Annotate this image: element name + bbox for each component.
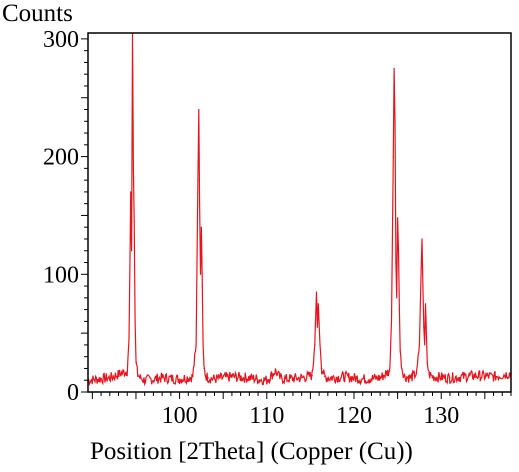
data-point — [317, 303, 319, 305]
data-point — [395, 261, 397, 264]
data-point — [266, 379, 268, 381]
data-point — [321, 367, 323, 370]
data-point — [200, 226, 202, 228]
data-point — [137, 373, 139, 375]
data-point — [144, 379, 146, 381]
data-point — [379, 377, 381, 379]
data-point — [428, 373, 430, 375]
data-point — [492, 376, 495, 378]
data-point — [161, 377, 163, 379]
data-point — [207, 377, 209, 379]
data-point — [283, 378, 285, 380]
data-point — [327, 377, 329, 379]
data-point — [389, 370, 391, 372]
data-point — [314, 344, 316, 346]
data-point — [449, 377, 451, 379]
data-point — [192, 376, 194, 378]
data-point — [424, 303, 427, 305]
plot-frame — [87, 32, 512, 393]
data-point — [279, 377, 281, 379]
x-tick-label: 120 — [336, 403, 372, 429]
data-point — [311, 374, 313, 377]
y-tick-label: 300 — [43, 27, 79, 53]
x-tick-label: 100 — [162, 403, 198, 429]
data-point — [323, 376, 325, 378]
data-point — [318, 323, 320, 325]
data-point — [195, 344, 197, 346]
series-line — [87, 32, 512, 387]
y-tick-label: 200 — [43, 145, 79, 171]
data-point — [416, 372, 418, 374]
data-point — [392, 155, 394, 158]
data-point — [319, 344, 321, 346]
data-point — [133, 220, 135, 222]
x-axis-title: Position [2Theta] (Copper (Cu)) — [90, 438, 413, 465]
data-point — [109, 377, 111, 379]
data-point — [274, 370, 277, 372]
data-point — [213, 378, 216, 380]
data-point — [132, 167, 134, 169]
data-point — [396, 297, 398, 299]
x-tick-label: 130 — [423, 403, 459, 429]
data-point — [134, 320, 136, 322]
data-point — [399, 350, 401, 352]
y-tick-label: 0 — [67, 380, 79, 406]
data-point — [201, 285, 203, 287]
data-point — [315, 291, 318, 293]
y-axis-title: Counts — [2, 0, 73, 27]
y-tick-label: 100 — [43, 262, 79, 288]
data-point — [344, 376, 346, 378]
data-point — [362, 378, 364, 380]
data-point — [126, 370, 128, 372]
data-point — [231, 376, 233, 378]
data-point — [422, 285, 424, 287]
data-point — [131, 250, 133, 252]
data-point — [421, 238, 423, 240]
data-point — [139, 377, 141, 379]
tick-layer: 100 110 120 130 0 100 200 300 — [43, 27, 512, 429]
series-layer — [87, 32, 512, 387]
data-point — [425, 332, 427, 334]
data-point — [423, 326, 425, 328]
data-point — [202, 344, 204, 346]
data-point — [199, 273, 202, 275]
data-point — [178, 378, 181, 380]
x-tick-label: 110 — [249, 403, 284, 429]
data-point — [426, 361, 428, 364]
data-point — [128, 338, 130, 340]
data-point — [199, 203, 201, 205]
data-point — [130, 191, 132, 193]
data-point — [401, 367, 403, 370]
data-point — [301, 377, 303, 379]
data-point — [475, 374, 477, 377]
data-point — [410, 377, 412, 379]
data-point — [424, 344, 426, 346]
data-point — [398, 309, 400, 311]
data-point — [390, 320, 393, 322]
data-point — [403, 376, 406, 378]
data-point — [248, 377, 250, 379]
data-point — [397, 217, 399, 219]
data-point — [198, 108, 200, 111]
data-point — [397, 250, 400, 252]
data-point — [418, 344, 421, 346]
data-point — [431, 376, 434, 378]
data-point — [135, 361, 137, 364]
data-point — [420, 267, 422, 270]
data-point — [205, 374, 207, 377]
data-point — [203, 367, 205, 370]
data-point — [393, 67, 395, 69]
data-point — [197, 179, 199, 181]
data-point — [394, 120, 396, 122]
data-point — [316, 326, 318, 328]
